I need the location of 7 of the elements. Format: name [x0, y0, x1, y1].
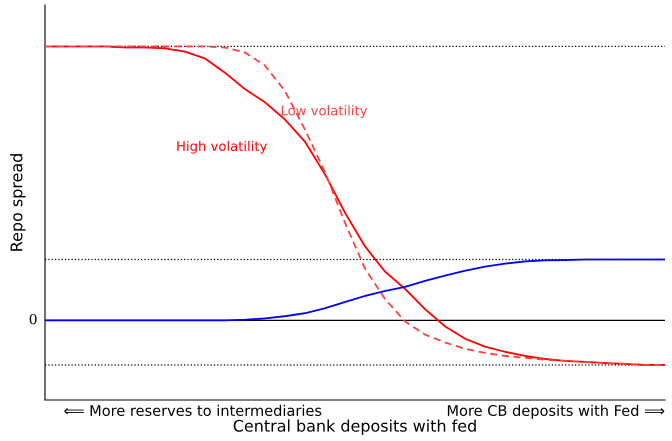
text: High volatility — [177, 140, 267, 154]
series-label: Low volatility — [282, 105, 368, 118]
x-axis-title: Central bank deposits with fed — [234, 419, 476, 435]
text: ⟸ More reserves to intermediaries — [64, 404, 322, 416]
text: More CB deposits with Fed ⟹ — [448, 404, 664, 419]
ref-line-label: 0 — [30, 314, 37, 324]
y-axis-title: Repo spread — [10, 154, 26, 251]
